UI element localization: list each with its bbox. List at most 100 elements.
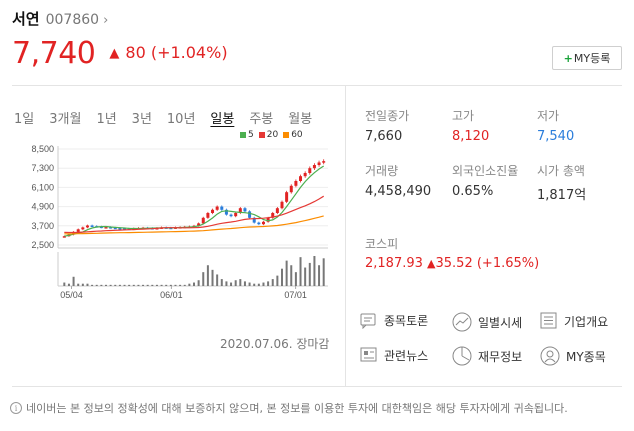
volume-bar	[137, 284, 140, 286]
link-my-stocks[interactable]: MY종목	[540, 346, 606, 366]
volume-bar	[220, 279, 223, 286]
kospi-change: 35.52 (+1.65%)	[435, 256, 540, 271]
tab-1day[interactable]: 1일	[14, 112, 35, 127]
legend-swatch	[258, 132, 265, 138]
candle-body	[220, 206, 224, 210]
x-tick-label: 07/01	[284, 290, 307, 300]
volume-bar	[225, 281, 228, 286]
candle-body	[197, 223, 201, 226]
volume-bar	[281, 268, 283, 286]
legend-ma20: 20	[258, 130, 278, 140]
volume-bar	[109, 284, 112, 286]
volume-bar	[123, 284, 126, 286]
volume-bar	[294, 272, 297, 286]
volume-bar	[165, 284, 168, 286]
volume-bar	[304, 267, 307, 286]
divider	[12, 386, 622, 387]
legend-ma60: 60	[283, 130, 303, 140]
tab-weekly[interactable]: 주봉	[249, 112, 274, 127]
message-icon	[360, 313, 376, 329]
volume-bar	[151, 284, 154, 286]
stat-prev-close: 전일종가 7,660	[365, 108, 455, 144]
y-tick-label: 4,900	[31, 202, 54, 212]
volume-bar	[267, 281, 270, 286]
stat-high: 고가 8,120	[452, 108, 542, 144]
price-chart[interactable]: 8,500 7,300 6,100 4,900 3,700 2,500 05/04 06/01…	[10, 140, 330, 305]
y-tick-label: 3,700	[31, 221, 54, 231]
link-financials[interactable]: 재무정보	[452, 346, 522, 366]
add-my-stock-button[interactable]: + MY등록	[552, 46, 622, 70]
tab-monthly[interactable]: 월봉	[288, 112, 313, 127]
plus-icon: +	[563, 51, 573, 65]
tab-1year[interactable]: 1년	[96, 112, 117, 127]
kospi-index: 2,187.93	[365, 256, 423, 271]
volume-bar	[77, 283, 80, 286]
candle-body	[271, 213, 275, 218]
candle-body	[215, 206, 219, 210]
tab-3month[interactable]: 3개월	[49, 112, 82, 127]
stat-value: 0.65%	[452, 184, 494, 199]
stock-code[interactable]: 007860	[45, 12, 100, 28]
ma5-line	[64, 165, 325, 237]
candle-body	[118, 228, 122, 230]
candle-body	[113, 227, 117, 230]
link-discussion[interactable]: 종목토론	[360, 312, 428, 329]
volume-bar	[132, 284, 135, 286]
candle-body	[275, 208, 279, 213]
candle-body	[266, 217, 270, 222]
volume-bar	[95, 284, 98, 286]
price-row: 7,740 ▲ 80 (+1.04%)	[12, 36, 228, 71]
stat-label: 외국인소진율	[452, 164, 519, 178]
stat-label: 고가	[452, 109, 475, 123]
volume-bar	[100, 284, 103, 286]
tab-10year[interactable]: 10년	[166, 112, 196, 127]
candle-body	[104, 227, 108, 229]
volume-bar	[63, 282, 66, 286]
volume-bar	[202, 272, 205, 286]
candle-body	[322, 161, 326, 163]
volume-bar	[239, 279, 242, 286]
volume-bar	[230, 282, 233, 286]
chart-legend: 5 20 60	[240, 130, 308, 140]
candle-body	[294, 181, 298, 186]
market-close-date: 2020.07.06. 장마감	[220, 337, 330, 351]
period-tabs: 1일 3개월 1년 3년 10년 일봉 주봉 월봉	[14, 108, 327, 127]
candle-body	[224, 209, 228, 215]
candle-body	[238, 208, 242, 213]
pie-icon	[452, 346, 472, 366]
link-daily-quotes[interactable]: 일별시세	[452, 312, 522, 332]
volume-bar	[86, 283, 89, 286]
stock-name[interactable]: 서연	[12, 10, 40, 28]
link-company-overview[interactable]: 기업개요	[540, 312, 608, 330]
tab-daily[interactable]: 일봉	[210, 112, 235, 127]
current-price: 7,740	[12, 36, 96, 71]
candle-body	[206, 213, 210, 218]
candle-body	[211, 209, 215, 213]
volume-bar	[146, 284, 149, 286]
volume-bar	[179, 284, 182, 286]
stat-label: 전일종가	[365, 109, 410, 123]
chevron-right-icon[interactable]: ›	[103, 13, 109, 28]
tab-3year[interactable]: 3년	[131, 112, 152, 127]
stat-low: 저가 7,540	[537, 108, 627, 144]
candle-body	[99, 226, 103, 229]
link-related-news[interactable]: 관련뉴스	[360, 346, 428, 364]
volume-bar	[216, 274, 219, 286]
volume-bar	[72, 276, 75, 286]
stat-label: 시가 총액	[537, 164, 585, 178]
stat-value: 8,120	[452, 129, 490, 144]
price-change: 80 (+1.04%)	[125, 43, 228, 62]
stat-value: 4,458,490	[365, 184, 432, 199]
candle-body	[85, 225, 89, 228]
candle-body	[62, 236, 66, 238]
kospi-label: 코스피	[365, 237, 399, 251]
volume-bar	[211, 269, 214, 286]
volume-bar	[299, 257, 302, 286]
candle-body	[280, 201, 284, 209]
ma20-line	[64, 195, 325, 234]
candle-body	[234, 213, 238, 217]
link-label: 관련뉴스	[384, 348, 429, 363]
legend-label: 5	[248, 130, 254, 140]
candle-body	[317, 162, 321, 165]
ma60-line	[64, 215, 324, 235]
